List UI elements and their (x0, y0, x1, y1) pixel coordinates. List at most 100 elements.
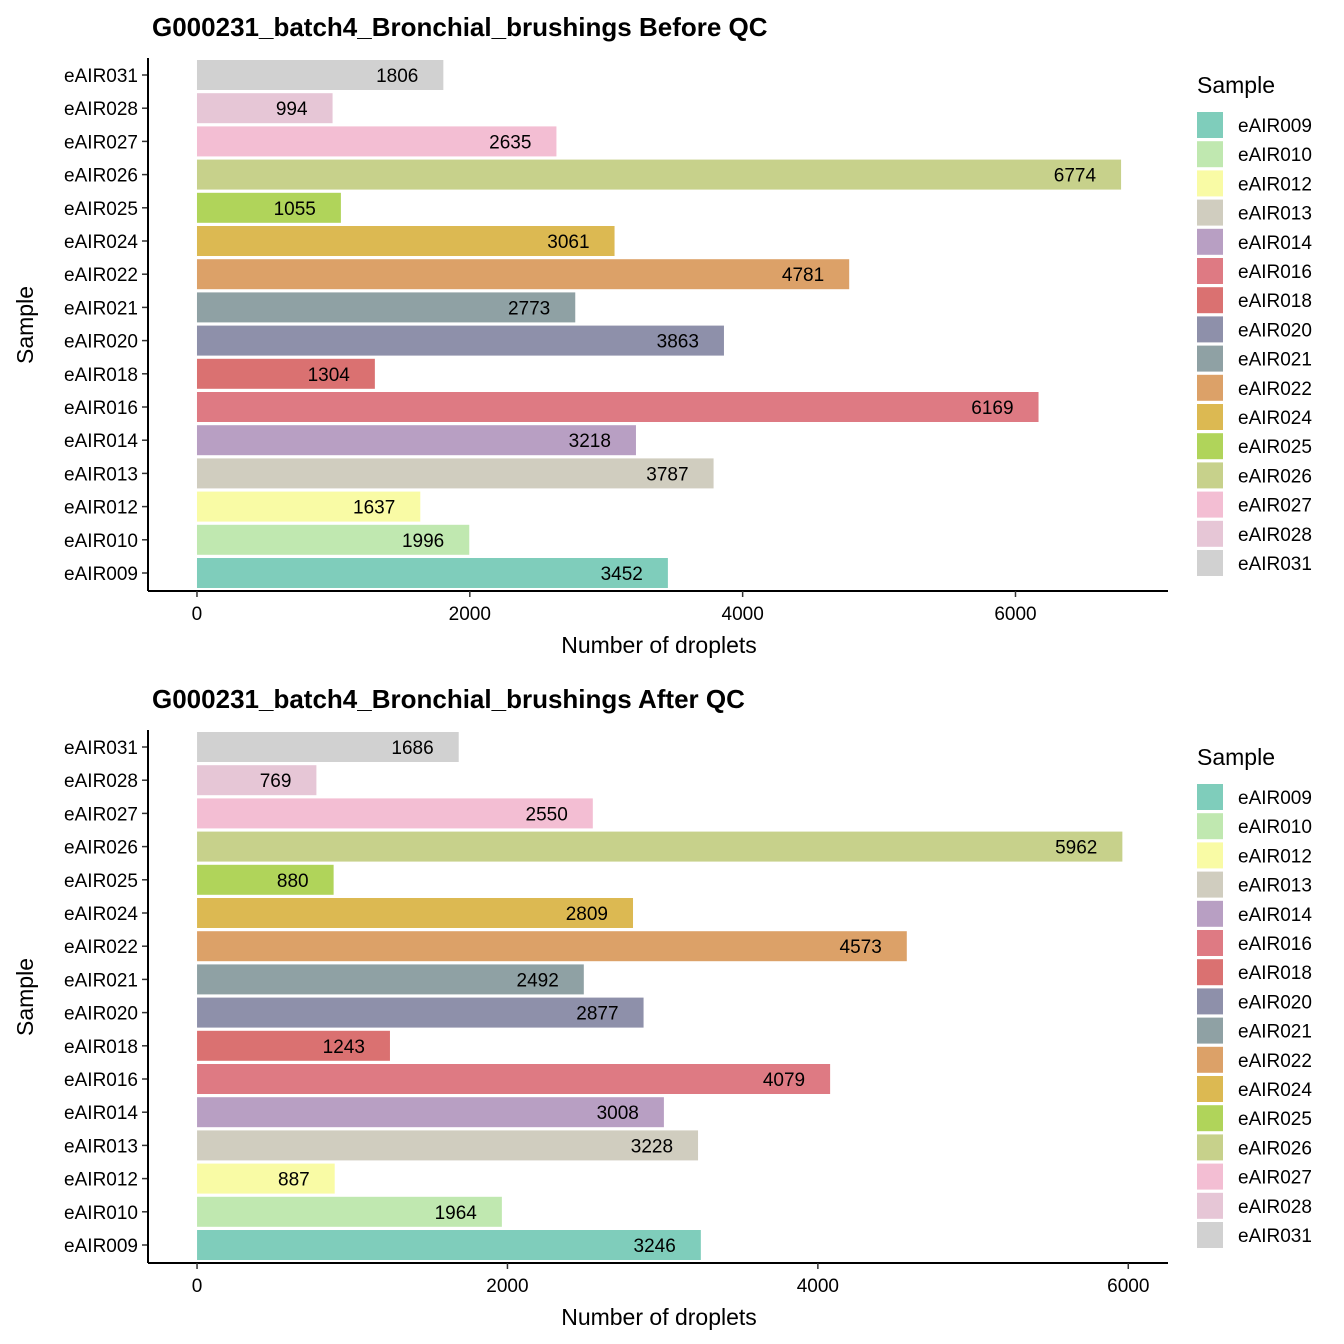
x-tick-label: 6000 (1107, 1276, 1149, 1297)
y-tick-label: eAIR027 (64, 132, 138, 153)
x-tick-label: 4000 (722, 604, 764, 625)
legend-label: eAIR021 (1238, 350, 1312, 371)
legend-label: eAIR024 (1238, 1080, 1312, 1101)
y-tick-label: eAIR020 (64, 332, 138, 353)
bar-eAIR027 (196, 126, 557, 157)
data-label: 3061 (547, 232, 589, 253)
legend: Sample eAIR009 eAIR010 eAIR012 eAIR013 eAIR01… (1197, 744, 1312, 1248)
chart-title: G000231_batch4_Bronchial_brushings After… (152, 684, 745, 714)
y-tick-label: eAIR010 (64, 531, 138, 552)
y-tick-label: eAIR016 (64, 398, 138, 419)
bar-eAIR018 (197, 1030, 390, 1061)
legend-swatch-eAIR014 (1197, 900, 1223, 927)
data-label: 1304 (308, 365, 351, 386)
bar-eAIR028 (197, 765, 317, 796)
data-label: 1964 (435, 1203, 478, 1224)
y-tick-label: eAIR013 (64, 464, 138, 485)
legend-label: eAIR026 (1238, 1138, 1312, 1159)
legend-swatch-eAIR012 (1197, 170, 1223, 197)
legend-label: eAIR027 (1238, 496, 1312, 517)
bar-eAIR014 (197, 1097, 664, 1128)
bar-eAIR026 (196, 159, 1122, 190)
data-label: 880 (277, 871, 309, 892)
y-tick-label: eAIR016 (64, 1070, 138, 1091)
y-tick-label: eAIR009 (64, 564, 138, 585)
bar-eAIR013 (197, 1130, 699, 1161)
bar-eAIR031 (196, 60, 444, 90)
bar-eAIR016 (197, 1064, 831, 1094)
data-label: 4079 (763, 1070, 805, 1091)
legend-swatch-eAIR013 (1197, 199, 1223, 226)
legend-swatch-eAIR012 (1197, 842, 1223, 869)
y-tick-label: eAIR026 (64, 838, 138, 859)
legend-label: eAIR028 (1238, 525, 1312, 546)
bar-eAIR010 (197, 1196, 502, 1227)
x-tick-label: 4000 (797, 1276, 839, 1297)
x-tick-label: 2000 (486, 1276, 528, 1297)
legend-swatch-eAIR016 (1197, 930, 1223, 956)
y-tick-label: eAIR013 (64, 1136, 138, 1157)
bar-eAIR025 (196, 192, 341, 223)
legend-label: eAIR009 (1238, 788, 1312, 809)
data-label: 5962 (1055, 838, 1097, 859)
y-tick-label: eAIR031 (64, 66, 138, 87)
legend-swatch-eAIR024 (1197, 404, 1223, 430)
chart-panel-2: G000231_batch4_Bronchial_brushings After… (12, 684, 1312, 1330)
y-tick-label: eAIR012 (64, 1170, 138, 1191)
legend-swatch-eAIR018 (1197, 287, 1223, 314)
legend-swatch-eAIR013 (1197, 871, 1223, 898)
data-label: 3246 (634, 1236, 676, 1257)
legend-swatch-eAIR009 (1197, 112, 1223, 138)
legend-swatch-eAIR022 (1197, 374, 1223, 401)
legend-label: eAIR016 (1238, 934, 1312, 955)
bar-eAIR012 (196, 491, 421, 522)
data-label: 3787 (646, 464, 688, 485)
legend-swatch-eAIR018 (1197, 959, 1223, 986)
legend-swatch-eAIR028 (1197, 1192, 1223, 1219)
bar-eAIR025 (197, 864, 334, 895)
legend-swatch-eAIR025 (1197, 433, 1223, 460)
bar-eAIR020 (197, 997, 644, 1028)
data-label: 994 (276, 99, 308, 120)
legend-label: eAIR010 (1238, 817, 1312, 838)
bar-eAIR021 (196, 292, 576, 323)
data-label: 887 (278, 1170, 310, 1191)
bar-eAIR022 (196, 259, 850, 290)
bar-eAIR026 (197, 831, 1123, 862)
y-tick-label: eAIR021 (64, 298, 138, 319)
data-label: 2492 (517, 970, 559, 991)
y-tick-label: eAIR014 (64, 1103, 138, 1124)
data-label: 6774 (1054, 166, 1097, 187)
legend-label: eAIR016 (1238, 262, 1312, 283)
y-tick-label: eAIR012 (64, 498, 138, 519)
legend-swatch-eAIR028 (1197, 520, 1223, 547)
y-tick-label: eAIR028 (64, 771, 138, 792)
y-tick-label: eAIR031 (64, 738, 138, 759)
x-tick-label: 0 (192, 1276, 203, 1297)
legend-label: eAIR010 (1238, 145, 1312, 166)
bar-eAIR024 (196, 226, 615, 256)
data-label: 3008 (597, 1103, 639, 1124)
legend-label: eAIR025 (1238, 1109, 1312, 1130)
data-label: 1055 (274, 199, 316, 220)
bar-eAIR024 (197, 898, 634, 928)
legend-label: eAIR020 (1238, 992, 1312, 1013)
legend-swatch-eAIR026 (1197, 462, 1223, 489)
legend-swatch-eAIR020 (1197, 316, 1223, 343)
y-tick-label: eAIR020 (64, 1004, 138, 1025)
legend-swatch-eAIR022 (1197, 1046, 1223, 1073)
legend-swatch-eAIR016 (1197, 258, 1223, 284)
legend: Sample eAIR009 eAIR010 eAIR012 eAIR013 eAIR01… (1197, 72, 1312, 576)
legend-label: eAIR026 (1238, 466, 1312, 487)
bar-eAIR013 (196, 458, 714, 489)
y-tick-label: eAIR018 (64, 365, 138, 386)
legend-label: eAIR020 (1238, 320, 1312, 341)
bar-eAIR028 (196, 93, 333, 124)
y-axis-title: Sample (12, 286, 38, 364)
legend-label: eAIR014 (1238, 905, 1312, 926)
data-label: 769 (260, 771, 292, 792)
data-label: 4781 (782, 265, 824, 286)
y-tick-label: eAIR009 (64, 1236, 138, 1257)
y-tick-label: eAIR025 (64, 871, 138, 892)
